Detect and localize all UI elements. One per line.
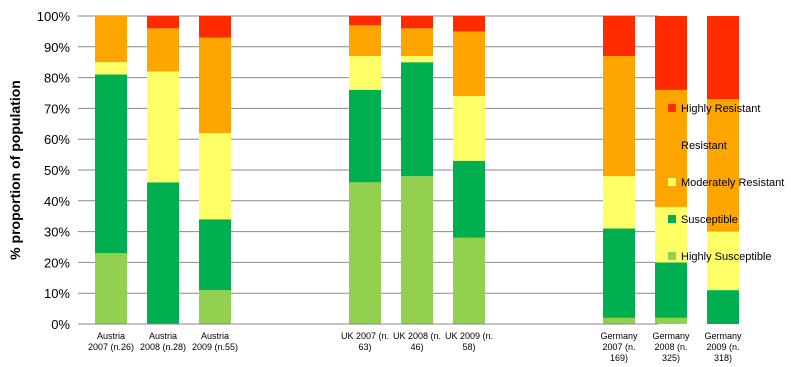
bar-segment: [147, 16, 179, 29]
y-tick-label: 10%: [44, 286, 70, 301]
bar-segment: [707, 290, 739, 324]
bar-segment: [95, 16, 127, 63]
bar-segment: [199, 37, 231, 134]
y-tick-label: 0%: [51, 317, 70, 332]
bar-segment: [199, 219, 231, 291]
bar-segment: [199, 290, 231, 324]
bar-segment: [95, 62, 127, 75]
y-tick-label: 20%: [44, 255, 70, 270]
x-tick-label: Austria 2008 (n.28): [140, 331, 186, 352]
legend-swatch: [668, 252, 676, 260]
bar-segment: [401, 176, 433, 324]
y-tick-label: 100%: [37, 9, 71, 24]
x-tick-label: Germany 2009 (n. 318): [704, 331, 742, 363]
y-tick-label: 50%: [44, 163, 70, 178]
bar-segment: [453, 160, 485, 238]
legend-label: Susceptible: [681, 214, 738, 226]
legend-label: Moderately Resistant: [681, 177, 784, 189]
legend-swatch: [668, 215, 676, 223]
bar-segment: [603, 16, 635, 57]
bar-segment: [655, 262, 687, 318]
x-tick-label: Austria 2009 (n.55): [192, 331, 238, 352]
bar-segment: [655, 317, 687, 324]
y-tick-label: 40%: [44, 194, 70, 209]
y-axis-label: % proportion of population: [7, 80, 23, 260]
bar-segment: [603, 228, 635, 318]
bar-segment: [453, 237, 485, 324]
y-tick-label: 70%: [44, 101, 70, 116]
bar-segment: [707, 231, 739, 291]
bar-segment: [95, 74, 127, 254]
bar-segment: [453, 96, 485, 161]
legend-label: Resistant: [681, 140, 727, 152]
x-tick-label: UK 2008 (n. 46): [393, 331, 441, 352]
bars: [95, 16, 739, 324]
bar-segment: [401, 28, 433, 57]
bar-segment: [401, 16, 433, 29]
y-tick-label: 80%: [44, 71, 70, 86]
bar-segment: [147, 28, 179, 72]
bar-segment: [655, 16, 687, 90]
bar-segment: [147, 71, 179, 183]
bar-segment: [349, 25, 381, 57]
legend-swatch: [668, 104, 676, 112]
legend: Highly Resistant Resistant Moderately Resi…: [668, 103, 784, 263]
legend-swatch: [668, 141, 676, 149]
y-tick-label: 90%: [44, 40, 70, 55]
y-tick-label: 30%: [44, 225, 70, 240]
x-tick-label: UK 2007 (n. 63): [341, 331, 389, 352]
bar-segment: [401, 56, 433, 63]
x-tick-label: UK 2009 (n. 58): [445, 331, 493, 352]
bar-segment: [401, 62, 433, 177]
x-axis-ticks: Austria 2007 (n.26) Austria 2008 (n.28) Aust…: [88, 331, 742, 363]
bar-segment: [707, 16, 739, 100]
bar-segment: [603, 317, 635, 324]
bar-segment: [603, 176, 635, 229]
bar-segment: [349, 182, 381, 324]
bar-segment: [453, 31, 485, 97]
legend-label: Highly Resistant: [681, 103, 760, 115]
x-tick-label: Germany 2007 (n. 169): [600, 331, 638, 363]
legend-label: Highly Susceptible: [681, 251, 772, 263]
x-tick-label: Germany 2008 (n. 325): [652, 331, 690, 363]
bar-segment: [199, 133, 231, 220]
bar-segment: [147, 182, 179, 324]
bar-segment: [349, 89, 381, 183]
bar-segment: [349, 16, 381, 26]
bar-segment: [199, 16, 231, 38]
bar-segment: [453, 16, 485, 32]
bar-segment: [707, 99, 739, 232]
bar-segment: [349, 56, 381, 90]
x-tick-label: Austria 2007 (n.26): [88, 331, 134, 352]
y-axis-ticks: 0% 10% 20% 30% 40% 50% 60% 70% 80% 90% 100%: [37, 9, 71, 332]
bar-segment: [95, 253, 127, 324]
legend-swatch: [668, 178, 676, 186]
bar-segment: [603, 56, 635, 177]
y-tick-label: 60%: [44, 132, 70, 147]
